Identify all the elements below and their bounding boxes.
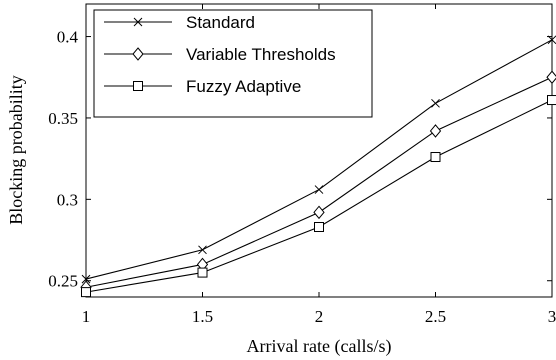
x-marker	[198, 245, 207, 255]
legend: Standard Variable Thresholds Fuzzy Adaptiv…	[93, 9, 373, 118]
legend-label: Standard	[186, 13, 255, 32]
x-marker	[431, 98, 440, 108]
y-tick-label: 0.25	[48, 272, 78, 291]
square-marker	[547, 95, 556, 106]
y-tick-label: 0.3	[57, 190, 78, 209]
series	[81, 35, 556, 284]
y-axis-label: Blocking probability	[6, 75, 26, 224]
x-marker	[547, 35, 556, 45]
series-layer	[80, 35, 556, 298]
square-marker	[430, 152, 441, 163]
legend-label: Variable Thresholds	[186, 45, 336, 64]
x-marker	[314, 185, 324, 194]
legend-box	[93, 9, 373, 118]
diamond-marker	[429, 124, 442, 138]
series	[81, 95, 556, 298]
square-marker	[314, 222, 324, 233]
diamond-marker	[313, 205, 325, 220]
legend-item: Standard	[104, 13, 255, 32]
x-tick-label: 1	[82, 307, 91, 326]
x-marker	[133, 17, 143, 27]
x-tick-label: 2.5	[425, 307, 446, 326]
square-marker	[197, 267, 208, 278]
y-tick-label: 0.4	[57, 28, 79, 47]
legend-item: Fuzzy Adaptive	[104, 77, 301, 96]
legend-label: Fuzzy Adaptive	[186, 77, 301, 96]
x-tick-label: 3	[548, 307, 556, 326]
diamond-marker	[546, 70, 556, 85]
x-tick-label: 2	[315, 307, 324, 326]
diamond-marker	[132, 47, 144, 61]
y-tick-label: 0.35	[48, 109, 78, 128]
legend-item: Variable Thresholds	[104, 45, 336, 64]
x-marker	[81, 274, 91, 284]
y-axis-ticks: 0.25 0.3 0.35 0.4	[48, 28, 552, 291]
x-axis-ticks: 1 1.5 2 2.5 3	[82, 4, 556, 326]
x-tick-label: 1.5	[192, 307, 213, 326]
square-marker	[133, 81, 143, 91]
series	[80, 70, 556, 295]
x-axis-label: Arrival rate (calls/s)	[247, 336, 392, 357]
square-marker	[81, 287, 91, 298]
series-line	[85, 99, 553, 293]
